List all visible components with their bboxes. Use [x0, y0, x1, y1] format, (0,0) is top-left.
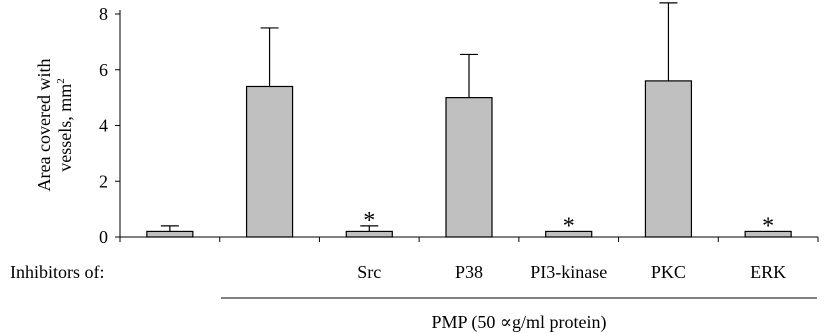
y-ticks: 0 2 4 6 8 [99, 4, 120, 247]
y-tick-label: 2 [99, 171, 108, 191]
inhibitors-row-label: Inhibitors of: [10, 262, 105, 282]
bar [644, 80, 693, 238]
y-tick-label: 8 [99, 4, 108, 24]
x-tick-label: Src [357, 262, 381, 282]
bar [245, 85, 294, 238]
bar [545, 230, 593, 238]
x-tick-label: ERK [750, 262, 786, 282]
y-tick-label: 4 [99, 116, 108, 136]
y-axis-label-line2: vessels, mm2 [55, 78, 75, 172]
significance-marker: * [563, 213, 575, 239]
bar [146, 230, 194, 238]
bar [445, 97, 493, 238]
y-tick-label: 6 [99, 60, 108, 80]
y-axis-label: Area covered with vessels, mm2 [34, 59, 75, 192]
x-tick-labels: Inhibitors of: Src P38 PI3-kinase PKC ERK [10, 262, 786, 282]
x-tick-label: P38 [455, 262, 483, 282]
bar [744, 230, 792, 238]
significance-marker: * [363, 208, 375, 234]
y-tick-label: 0 [99, 227, 108, 247]
y-axis-label-line1: Area covered with [34, 59, 54, 192]
y-axis-label-superscript: 2 [55, 78, 67, 84]
bars: * * * [146, 2, 792, 239]
group-bracket: PMP (50 ∝g/ml protein) [221, 297, 817, 333]
group-label: PMP (50 ∝g/ml protein) [431, 312, 606, 333]
y-axis-label-line2-text: vessels, mm [55, 84, 75, 172]
x-tick-label: PKC [651, 262, 686, 282]
significance-marker: * [762, 213, 774, 239]
x-tick-label: PI3-kinase [530, 262, 607, 282]
